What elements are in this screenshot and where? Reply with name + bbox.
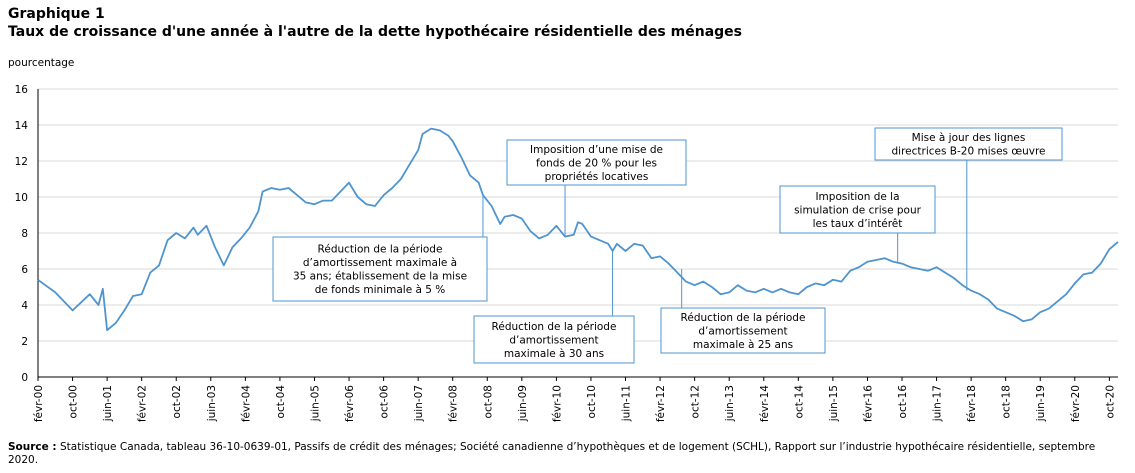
x-tick-label: févr-16: [862, 385, 874, 422]
annotation-box: [506, 139, 687, 186]
x-tick-label: févr-18: [966, 385, 978, 422]
y-axis-label: pourcentage: [8, 57, 75, 69]
x-tick-label: févr-02: [137, 385, 149, 422]
annotation-text: Réduction de la période: [492, 321, 617, 333]
annotation-text: fonds de 20 % pour les: [536, 157, 657, 169]
x-tick-label: juin-05: [309, 385, 321, 422]
annotation-box: [779, 185, 936, 234]
y-tick-label: 6: [21, 264, 28, 276]
x-tick-label: févr-08: [448, 385, 460, 422]
x-tick-label: oct-18: [1001, 385, 1013, 418]
annotation-text: maximale à 30 ans: [504, 348, 604, 360]
x-tick-label: juin-09: [517, 385, 529, 422]
annotation-text: les taux d’intérêt: [813, 218, 903, 230]
x-tick-label: oct-16: [897, 385, 909, 419]
annotation-text: simulation de crise pour: [794, 204, 922, 216]
annotation-text: d’amortissement: [509, 334, 598, 346]
annotation-text: de fonds minimale à 5 %: [315, 284, 446, 296]
y-tick-label: 8: [21, 228, 28, 240]
x-tick-label: oct-06: [379, 385, 391, 419]
x-tick-label: oct-04: [275, 385, 287, 419]
annotation-text: propriétés locatives: [545, 171, 649, 183]
annotation-text: Imposition d’une mise de: [530, 144, 663, 156]
annotation-text: Réduction de la période: [318, 244, 443, 256]
source-label: Source :: [8, 441, 57, 453]
x-tick-label: juin-15: [828, 385, 840, 422]
y-tick-label: 0: [21, 372, 28, 384]
x-tick-label: juin-19: [1035, 385, 1047, 422]
y-tick-label: 4: [21, 300, 28, 312]
annotation-text: directrices B-20 mises œuvre: [891, 146, 1045, 158]
annotation-text: d’amortissement: [698, 325, 787, 337]
annotation-box: [473, 315, 635, 364]
x-tick-label: juin-17: [932, 385, 944, 422]
annotation-text: maximale à 25 ans: [693, 339, 793, 351]
x-tick-label: févr-04: [240, 385, 252, 422]
x-tick-label: févr-10: [551, 385, 563, 422]
x-tick-label: oct-00: [68, 385, 80, 418]
annotation-box: [272, 236, 488, 302]
x-tick-label: juin-03: [206, 385, 218, 422]
annotation-text: 35 ans; établissement de la mise: [293, 271, 467, 283]
x-tick-label: oct-10: [586, 385, 598, 418]
source-text: Statistique Canada, tableau 36-10-0639-0…: [8, 441, 1096, 466]
source-note: Source : Statistique Canada, tableau 36-…: [8, 441, 1128, 467]
x-tick-label: juin-07: [413, 385, 425, 422]
y-tick-label: 10: [15, 192, 28, 204]
annotation-box: [874, 127, 1063, 161]
x-tick-label: oct-14: [793, 385, 805, 419]
x-tick-label: oct-08: [482, 385, 494, 418]
x-tick-label: oct-12: [690, 385, 702, 418]
series-line: [37, 127, 1119, 332]
x-tick-label: oct-02: [171, 385, 183, 418]
graph-number: Graphique 1: [8, 6, 105, 22]
x-tick-label: oct-20: [1104, 385, 1116, 418]
line-chart: 0 2 4 6 8 10 12 14 16 févr-00 oct-00 juin-01 févr-02…: [15, 84, 1119, 422]
x-tick-label: juin-11: [621, 385, 633, 422]
annotation-text: Mise à jour des lignes: [912, 132, 1026, 144]
x-tick-label: juin-13: [724, 385, 736, 422]
annotation-text: Réduction de la période: [681, 312, 806, 324]
y-tick-label: 2: [21, 336, 28, 348]
y-tick-label: 14: [15, 120, 29, 132]
annotation-text: d’amortissement maximale à: [303, 257, 457, 269]
x-tick-label: févr-14: [759, 385, 771, 422]
annotation-box: [660, 307, 826, 354]
x-tick-label: févr-00: [33, 385, 45, 422]
y-tick-label: 16: [15, 84, 29, 96]
y-tick-label: 12: [15, 156, 28, 168]
chart-title: Taux de croissance d'une année à l'autre…: [8, 24, 742, 40]
x-tick-label: févr-12: [655, 385, 667, 422]
annotation-text: Imposition de la: [815, 191, 899, 203]
x-tick-label: févr-20: [1070, 385, 1082, 422]
x-tick-label: juin-01: [102, 385, 114, 422]
x-tick-label: févr-06: [344, 385, 356, 422]
